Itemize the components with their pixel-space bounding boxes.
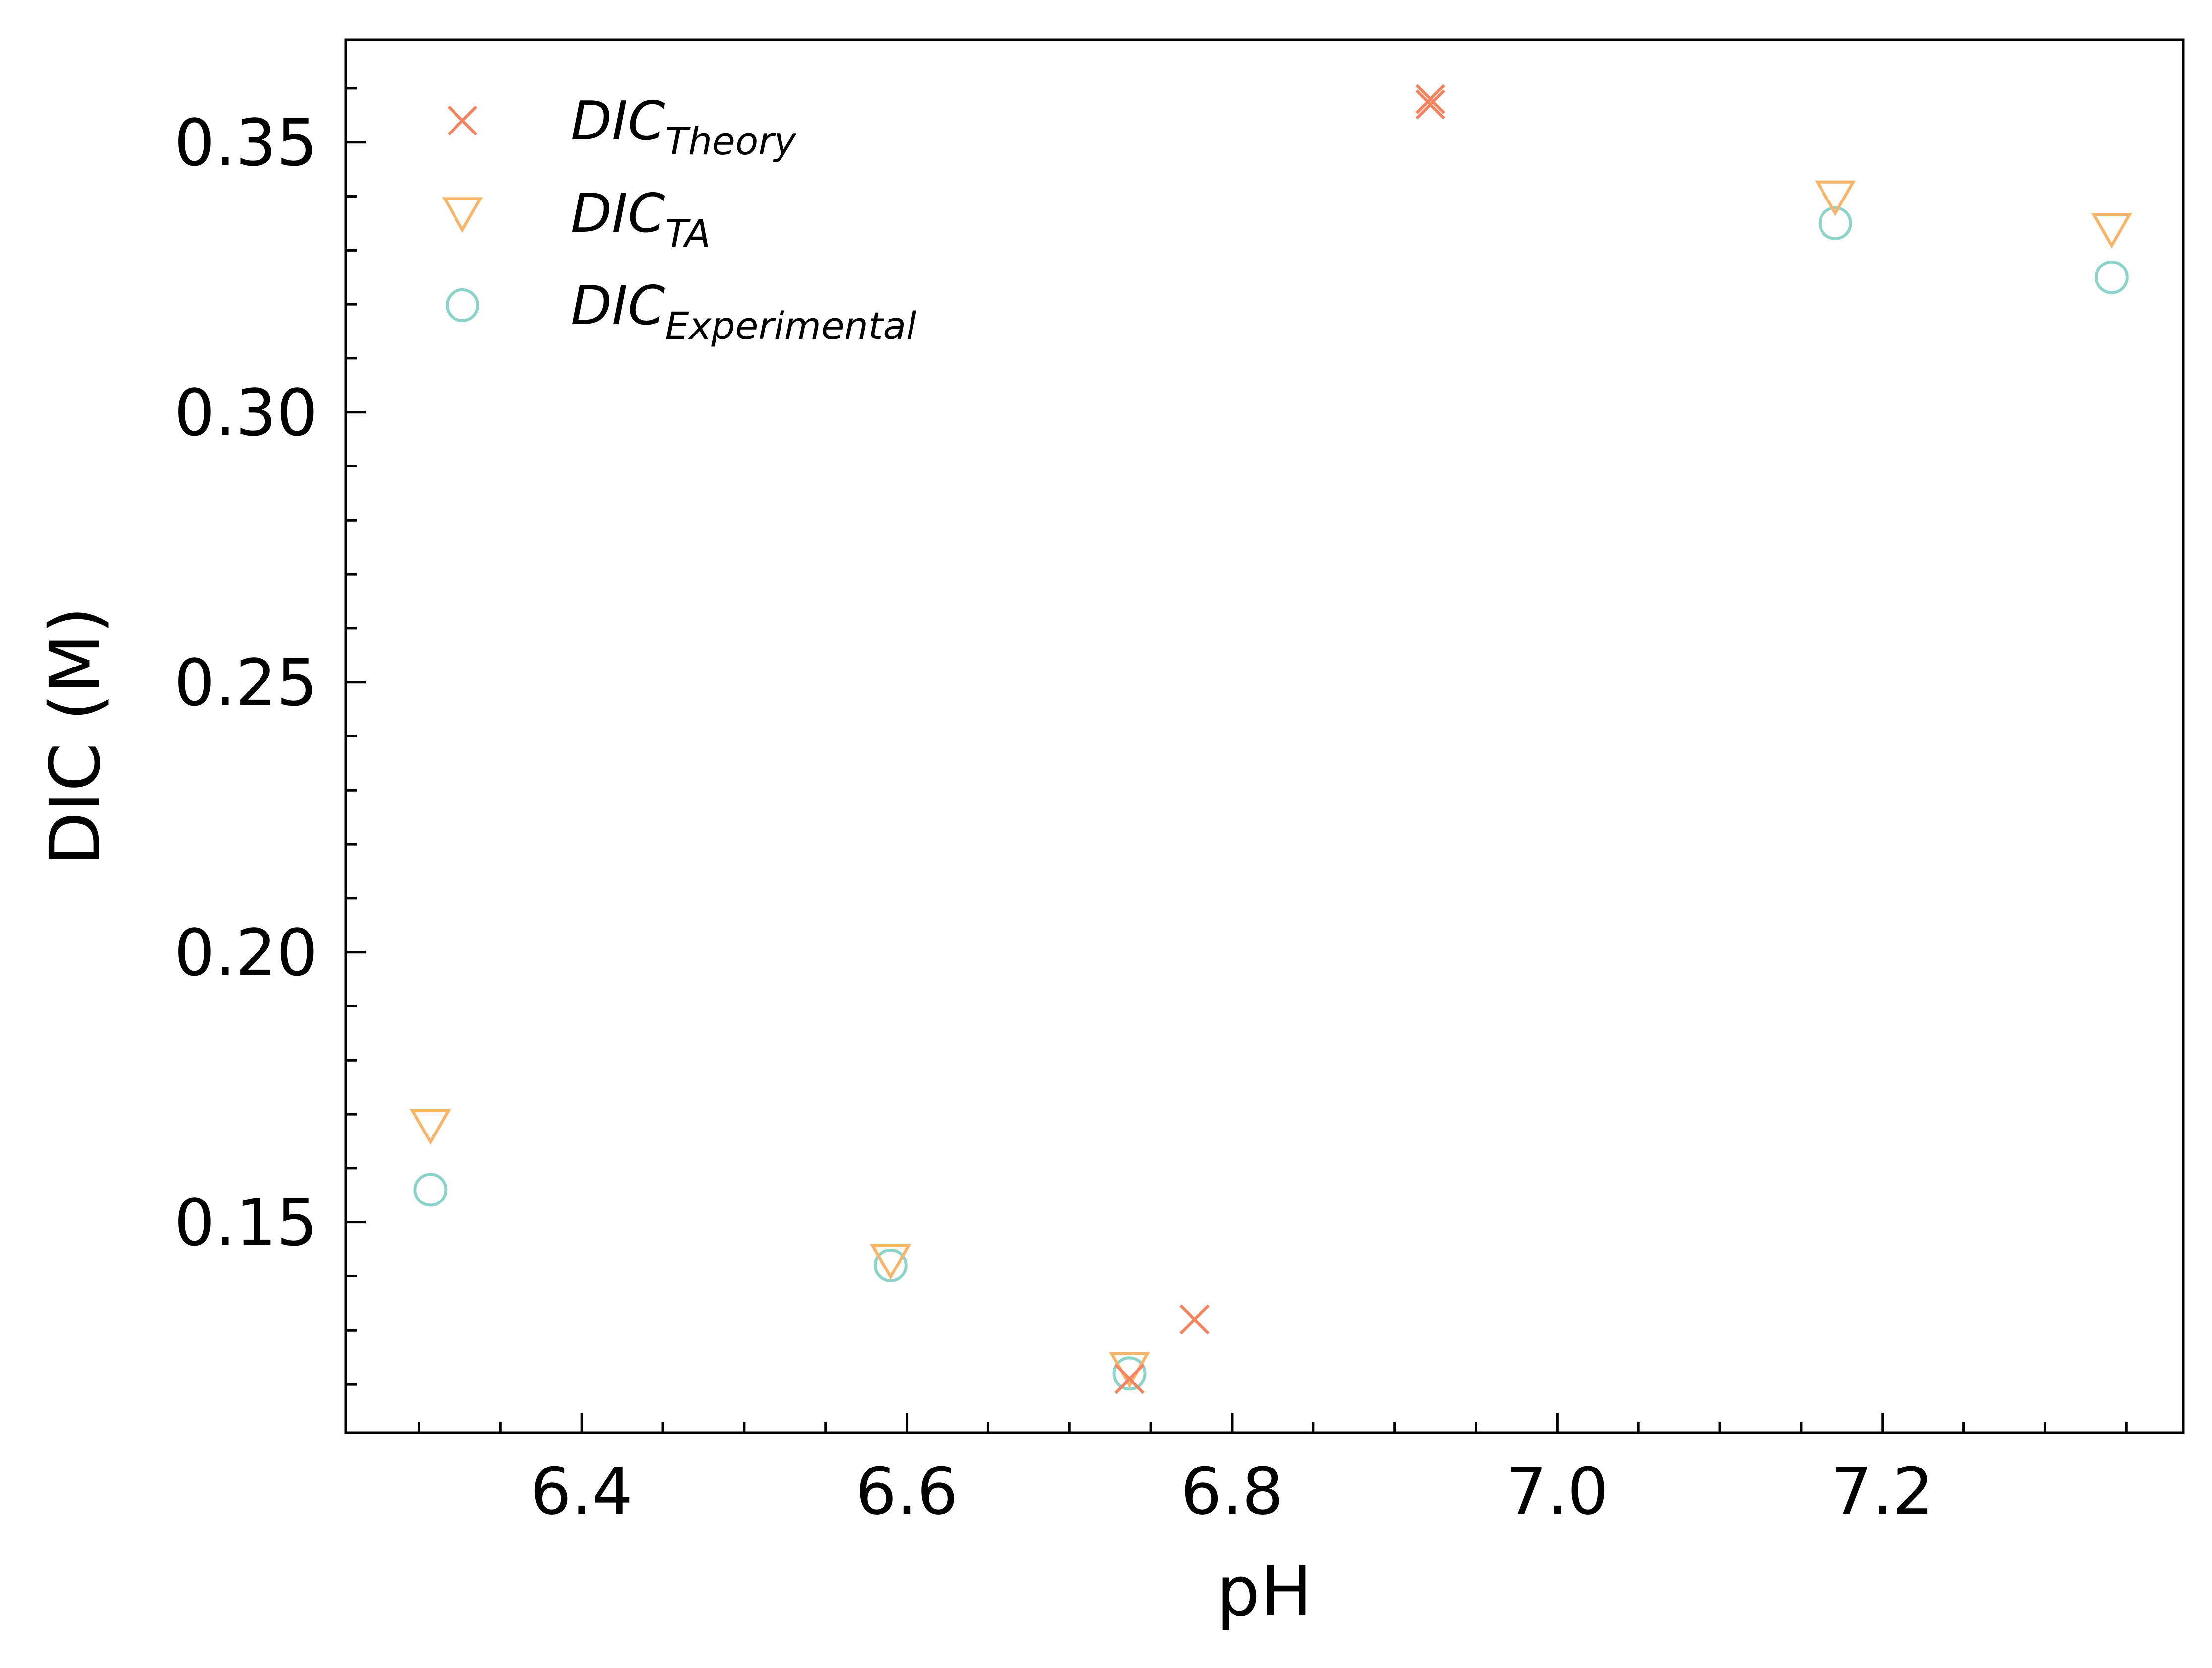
y-axis-title: DIC (M) <box>35 606 116 865</box>
point-ta <box>870 1244 911 1280</box>
y-tick-label: 0.15 <box>174 1185 318 1261</box>
point-theory <box>1415 84 1445 114</box>
x-axis-title: pH <box>1216 1551 1312 1632</box>
x-tick-label: 7.0 <box>1506 1454 1609 1529</box>
legend-item-theory: DICTheory <box>447 90 797 163</box>
point-experimental <box>1112 1356 1147 1391</box>
plot-frame <box>344 38 2185 1434</box>
point-experimental <box>413 1173 448 1207</box>
y-tick-label: 0.20 <box>174 915 318 991</box>
x-tick-label: 6.4 <box>530 1454 633 1529</box>
y-tick-label: 0.35 <box>174 105 318 181</box>
point-experimental <box>2094 260 2129 294</box>
point-theory <box>1179 1304 1210 1334</box>
data-points <box>410 84 2132 1394</box>
legend-marker-theory <box>447 105 478 136</box>
y-tick-label: 0.30 <box>174 375 318 451</box>
point-ta <box>2091 212 2132 249</box>
legend-label: DICTheory <box>571 90 797 163</box>
point-experimental <box>1818 206 1852 240</box>
legend-item-ta: DICTA <box>442 183 711 256</box>
legend-label: DICExperimental <box>571 275 916 348</box>
point-ta <box>1815 180 1856 216</box>
point-experimental <box>873 1248 908 1282</box>
x-tick-label: 7.2 <box>1831 1454 1934 1529</box>
point-ta <box>410 1109 451 1145</box>
legend: DICTheory DICTA DICExperimental <box>442 90 916 348</box>
point-theory <box>1114 1364 1145 1394</box>
tick-labels: 6.4 6.6 6.8 7.0 7.2 0.15 0.20 0.25 0.30 0.35 <box>174 105 1934 1529</box>
legend-marker-ta <box>442 197 483 233</box>
legend-marker-experimental <box>446 288 479 322</box>
axis-ticks <box>346 87 2128 1433</box>
legend-label: DICTA <box>571 183 711 256</box>
y-tick-label: 0.25 <box>174 645 318 721</box>
point-theory <box>1415 89 1445 120</box>
x-tick-label: 6.6 <box>855 1454 958 1529</box>
x-tick-label: 6.8 <box>1181 1454 1284 1529</box>
legend-item-experimental: DICExperimental <box>446 275 916 348</box>
